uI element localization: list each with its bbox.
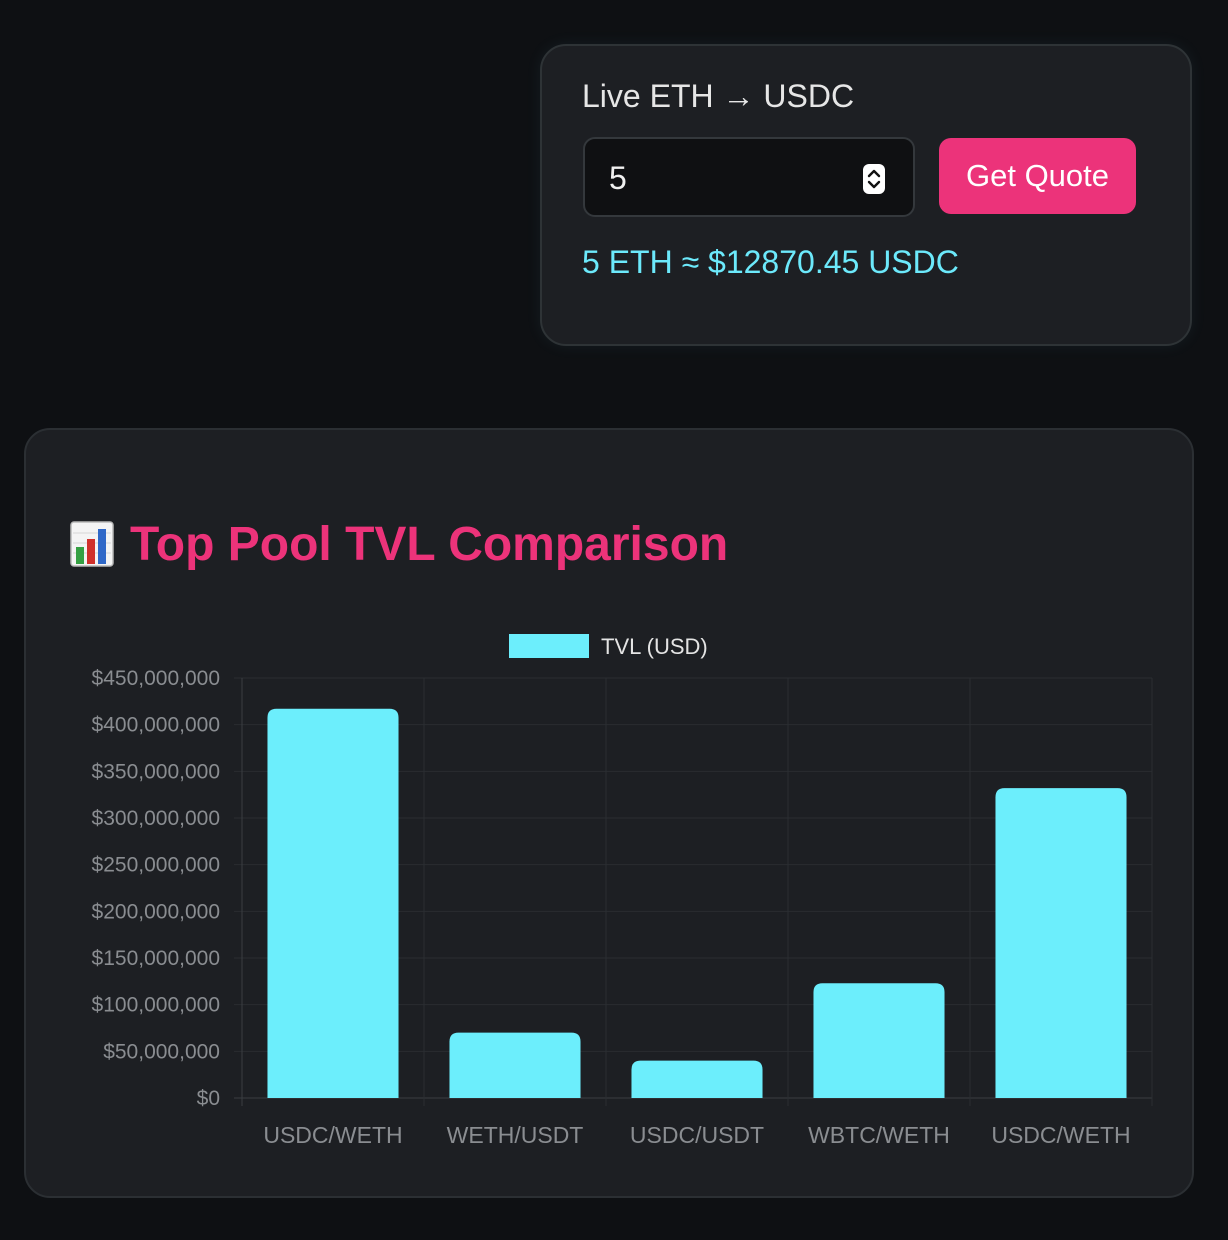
y-tick-label: $100,000,000	[92, 994, 220, 1017]
legend-label: TVL (USD)	[601, 634, 708, 659]
y-tick-label: $400,000,000	[92, 714, 220, 737]
x-tick-label: WETH/USDT	[447, 1122, 584, 1148]
eth-amount-value: 5	[609, 160, 627, 196]
tvl-chart-card: Top Pool TVL Comparison $0 $50,000,000 $10…	[24, 428, 1194, 1198]
x-tick-label: USDC/USDT	[630, 1122, 764, 1148]
bar-wbtc-weth	[813, 983, 945, 1098]
eth-amount-input[interactable]: 5	[583, 137, 915, 217]
bar-chart-icon	[70, 521, 114, 567]
legend-swatch	[509, 634, 589, 658]
quote-title: Live ETH → USDC	[582, 78, 855, 114]
bar-weth-usdt	[449, 1032, 581, 1098]
number-spinner-icon[interactable]	[863, 164, 885, 194]
tvl-bar-chart: $0 $50,000,000 $100,000,000 $150,000,000 $20…	[92, 634, 1153, 1148]
x-tick-label: USDC/WETH	[263, 1122, 402, 1148]
chart-title: Top Pool TVL Comparison	[130, 517, 729, 571]
get-quote-button[interactable]: Get Quote	[939, 138, 1136, 214]
y-tick-label: $300,000,000	[92, 807, 220, 830]
quote-result: 5 ETH ≈ $12870.45 USDC	[582, 244, 959, 280]
y-tick-label: $450,000,000	[92, 667, 220, 690]
bar-usdc-weth	[267, 708, 399, 1098]
y-tick-label: $250,000,000	[92, 854, 220, 877]
x-tick-label: WBTC/WETH	[808, 1122, 950, 1148]
y-tick-label: $200,000,000	[92, 900, 220, 923]
y-tick-label: $50,000,000	[103, 1040, 220, 1063]
x-tick-label: USDC/WETH	[991, 1122, 1130, 1148]
bar-usdc-usdt	[631, 1060, 763, 1098]
chart-heading: Top Pool TVL Comparison	[70, 512, 728, 576]
y-tick-label: $150,000,000	[92, 947, 220, 970]
quote-card: Live ETH → USDC 5 Get Quote 5 ETH ≈ $128…	[540, 44, 1192, 346]
y-tick-label: $0	[197, 1087, 220, 1110]
bar-usdc-weth	[995, 788, 1127, 1098]
y-tick-label: $350,000,000	[92, 760, 220, 783]
